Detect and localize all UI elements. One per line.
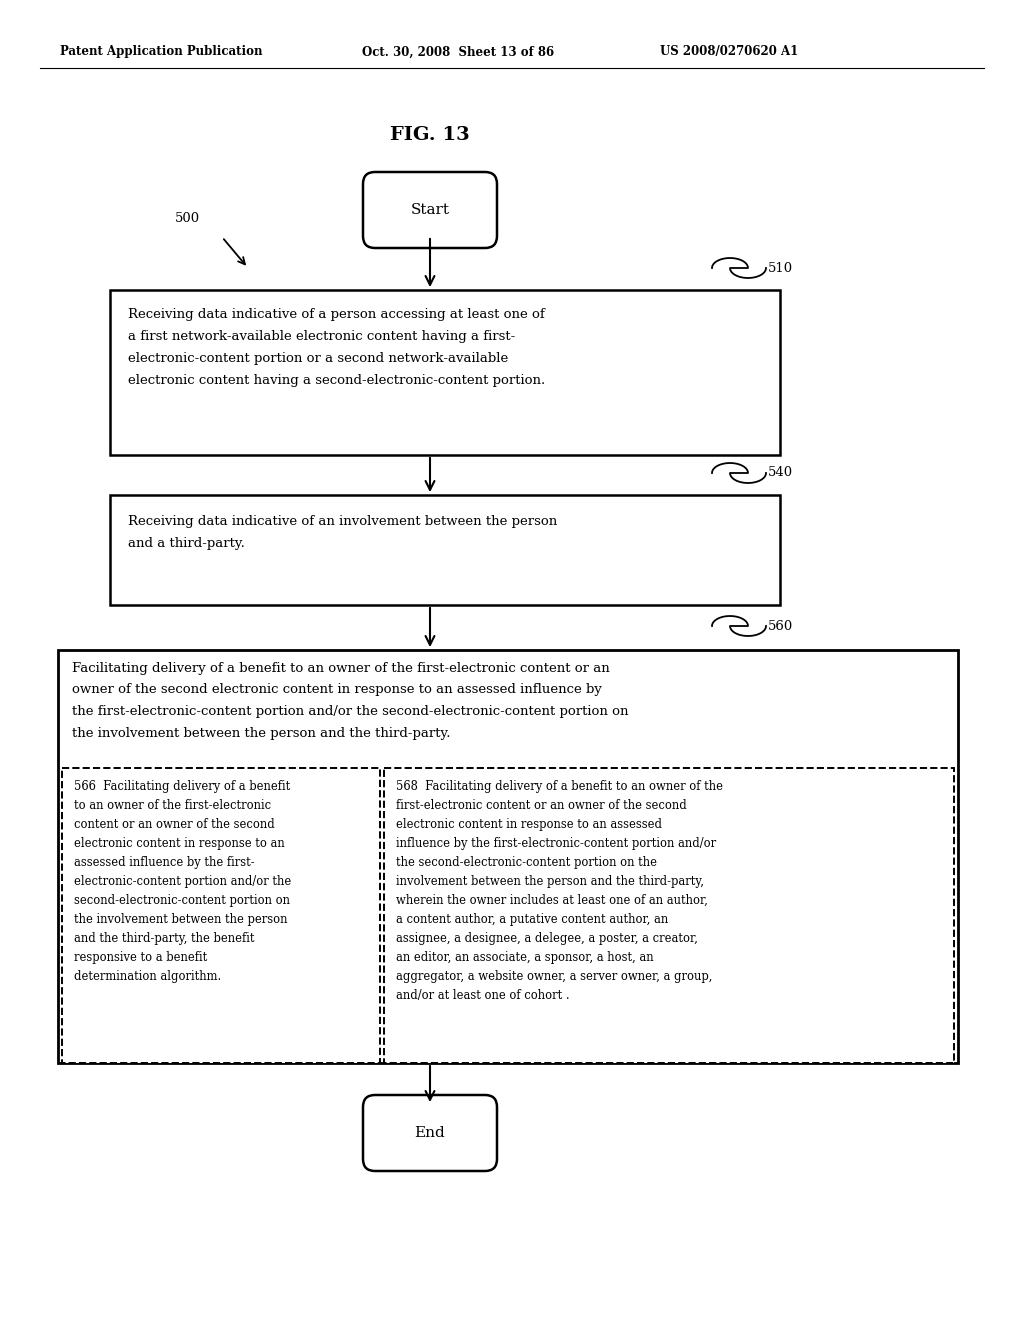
FancyBboxPatch shape [362,172,497,248]
Text: Patent Application Publication: Patent Application Publication [60,45,262,58]
Text: 566  Facilitating delivery of a benefit
to an owner of the first-electronic
cont: 566 Facilitating delivery of a benefit t… [74,780,291,983]
Text: 510: 510 [768,261,794,275]
Text: 540: 540 [768,466,794,479]
Text: FIG. 13: FIG. 13 [390,125,470,144]
Bar [58,649,958,1063]
Text: Receiving data indicative of a person accessing at least one of
a first network-: Receiving data indicative of a person ac… [128,308,545,387]
Text: Facilitating delivery of a benefit to an owner of the first-electronic content o: Facilitating delivery of a benefit to an… [72,663,629,739]
Text: 500: 500 [175,211,200,224]
Text: US 2008/0270620 A1: US 2008/0270620 A1 [660,45,799,58]
Text: Start: Start [411,203,450,216]
Text: Receiving data indicative of an involvement between the person
and a third-party: Receiving data indicative of an involvem… [128,515,557,550]
Bar [110,495,780,605]
Bar [62,768,380,1063]
Bar [384,768,954,1063]
FancyBboxPatch shape [362,1096,497,1171]
Text: Oct. 30, 2008  Sheet 13 of 86: Oct. 30, 2008 Sheet 13 of 86 [362,45,554,58]
Text: End: End [415,1126,445,1140]
Text: 568  Facilitating delivery of a benefit to an owner of the
first-electronic cont: 568 Facilitating delivery of a benefit t… [396,780,723,1002]
Text: 560: 560 [768,619,794,632]
Bar [110,290,780,455]
